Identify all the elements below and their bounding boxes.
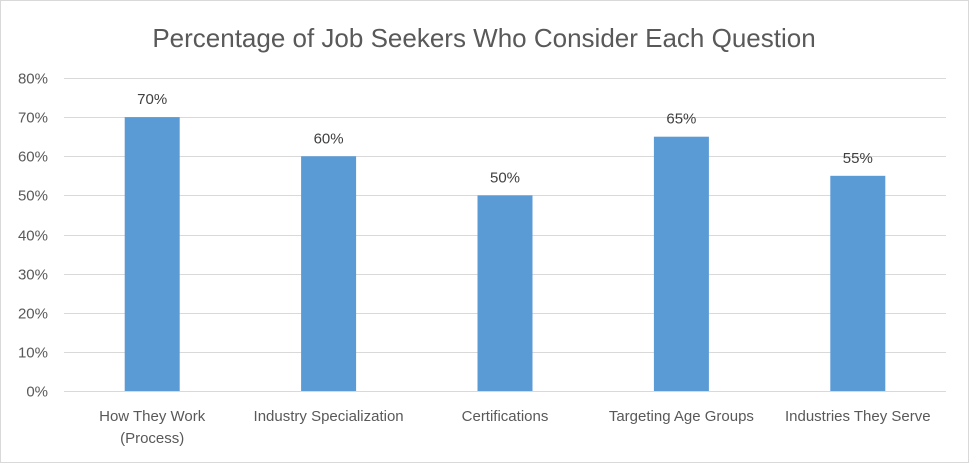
y-tick-label: 40% (18, 228, 48, 245)
bar-2 (477, 195, 533, 391)
data-label-3: 65% (666, 111, 696, 128)
x-axis-categories: How They Work (Process) Industry Specializ… (99, 408, 930, 447)
y-tick-label: 30% (18, 267, 48, 284)
data-label-1: 60% (314, 130, 344, 147)
y-tick-label: 60% (18, 149, 48, 166)
y-tick-label: 10% (18, 345, 48, 362)
data-labels: 70% 60% 50% 65% 55% (137, 91, 873, 186)
category-label-1: Industry Specialization (254, 408, 404, 425)
chart-title: Percentage of Job Seekers Who Consider E… (152, 23, 815, 53)
bar-3 (653, 136, 709, 391)
bar-1 (301, 156, 357, 391)
data-label-2: 50% (490, 169, 520, 186)
category-label-2: Certifications (462, 408, 549, 425)
y-tick-label: 80% (18, 71, 48, 88)
category-label-0-line-0: How They Work (99, 408, 206, 425)
y-tick-label: 70% (18, 110, 48, 127)
y-tick-label: 50% (18, 188, 48, 205)
bar-4 (830, 175, 886, 391)
y-axis-ticks: 0% 10% 20% 30% 40% 50% 60% 70% 80% (18, 71, 48, 401)
bars (124, 117, 886, 391)
data-label-0: 70% (137, 91, 167, 108)
category-label-3: Targeting Age Groups (609, 408, 754, 425)
data-label-4: 55% (843, 150, 873, 167)
bar-0 (124, 117, 180, 391)
category-label-4: Industries They Serve (785, 408, 931, 425)
y-tick-label: 20% (18, 306, 48, 323)
y-tick-label: 0% (26, 384, 48, 401)
category-label-0-line-1: (Process) (120, 430, 184, 447)
